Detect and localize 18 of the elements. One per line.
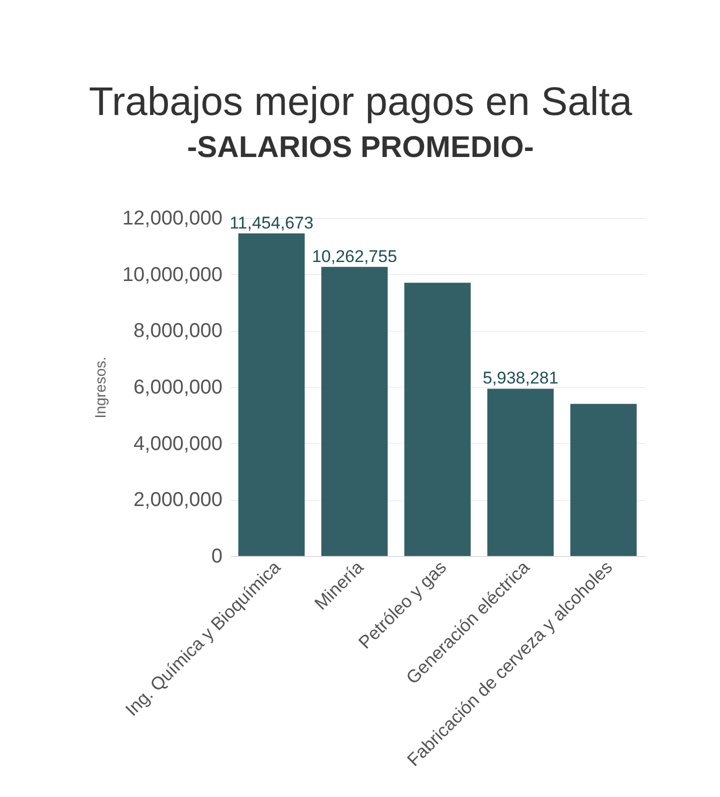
chart-subtitle: -SALARIOS PROMEDIO- (187, 131, 534, 164)
y-tick-label: 4,000,000 (134, 432, 222, 455)
y-tick-label: 10,000,000 (122, 264, 222, 286)
data-label: 10,262,755 (312, 246, 398, 266)
bar (321, 266, 388, 556)
y-tick-label: 0 (211, 546, 222, 568)
data-label: 5,938,281 (482, 368, 558, 388)
bar (404, 282, 471, 556)
y-tick-label: 12,000,000 (122, 208, 222, 230)
chart-title: Trabajos mejor pagos en Salta (88, 80, 633, 124)
y-tick-label: 8,000,000 (134, 320, 222, 342)
y-tick-label: 2,000,000 (134, 489, 222, 512)
bar (238, 233, 305, 556)
y-axis-title: Ingresos. (92, 356, 110, 418)
bar (487, 388, 554, 556)
data-label: 11,454,673 (230, 213, 314, 232)
y-tick-label: 6,000,000 (134, 376, 222, 398)
bar (570, 404, 637, 556)
